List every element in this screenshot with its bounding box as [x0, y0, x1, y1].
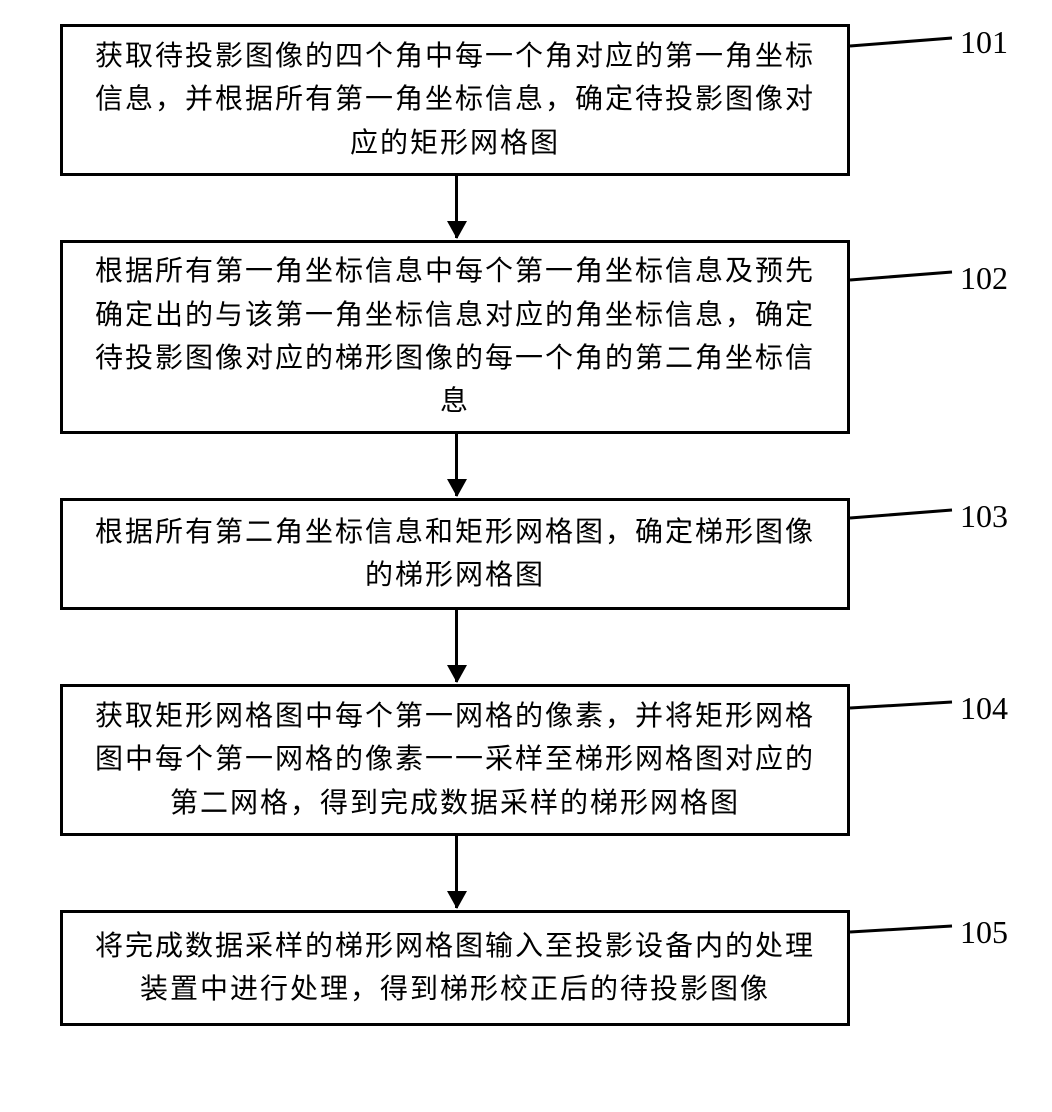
step-box-104: 获取矩形网格图中每个第一网格的像素，并将矩形网格图中每个第一网格的像素一一采样至… [60, 684, 850, 836]
step-box-103: 根据所有第二角坐标信息和矩形网格图，确定梯形图像的梯形网格图 [60, 498, 850, 610]
step-label-104: 104 [960, 690, 1008, 727]
step-text-103: 根据所有第二角坐标信息和矩形网格图，确定梯形图像的梯形网格图 [81, 511, 829, 598]
leader-line-101 [848, 36, 954, 48]
step-box-101: 获取待投影图像的四个角中每一个角对应的第一角坐标信息，并根据所有第一角坐标信息，… [60, 24, 850, 176]
leader-line-105 [848, 924, 954, 934]
step-text-105: 将完成数据采样的梯形网格图输入至投影设备内的处理装置中进行处理，得到梯形校正后的… [81, 925, 829, 1012]
step-label-102: 102 [960, 260, 1008, 297]
step-text-104: 获取矩形网格图中每个第一网格的像素，并将矩形网格图中每个第一网格的像素一一采样至… [81, 695, 829, 825]
step-text-102: 根据所有第一角坐标信息中每个第一角坐标信息及预先确定出的与该第一角坐标信息对应的… [81, 250, 829, 424]
arrow-102-103 [455, 434, 458, 496]
step-text-101: 获取待投影图像的四个角中每一个角对应的第一角坐标信息，并根据所有第一角坐标信息，… [81, 35, 829, 165]
step-box-105: 将完成数据采样的梯形网格图输入至投影设备内的处理装置中进行处理，得到梯形校正后的… [60, 910, 850, 1026]
arrow-101-102 [455, 176, 458, 238]
step-label-105: 105 [960, 914, 1008, 951]
flowchart-canvas: 获取待投影图像的四个角中每一个角对应的第一角坐标信息，并根据所有第一角坐标信息，… [0, 0, 1052, 1112]
leader-line-104 [848, 700, 954, 710]
step-box-102: 根据所有第一角坐标信息中每个第一角坐标信息及预先确定出的与该第一角坐标信息对应的… [60, 240, 850, 434]
leader-line-103 [848, 508, 954, 520]
step-label-101: 101 [960, 24, 1008, 61]
arrow-103-104 [455, 610, 458, 682]
leader-line-102 [848, 270, 954, 282]
arrow-104-105 [455, 836, 458, 908]
step-label-103: 103 [960, 498, 1008, 535]
